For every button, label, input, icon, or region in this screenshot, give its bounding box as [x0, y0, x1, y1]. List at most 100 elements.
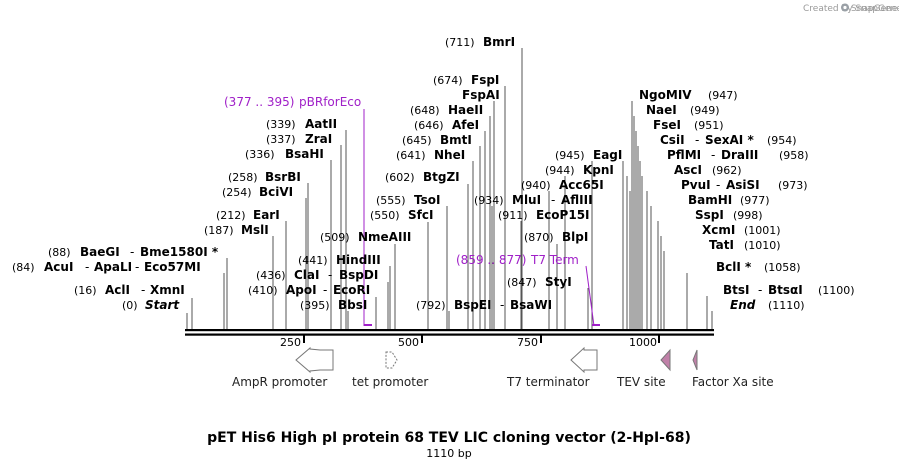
site-PflMI-DraIII[interactable]: PflMI - DraIII (958) — [667, 148, 809, 162]
site-ZraI[interactable]: (337) ZraI — [266, 132, 332, 146]
site-StyI[interactable]: (847) StyI — [507, 275, 572, 289]
site-BclI[interactable]: BclI * (1058) — [716, 260, 801, 274]
site-separator: - — [135, 260, 139, 274]
site-FseI[interactable]: FseI (951) — [653, 118, 724, 132]
site-EagI[interactable]: (945) EagI — [555, 148, 622, 162]
site-TsoI[interactable]: (555) TsoI — [376, 193, 440, 207]
site-BsaHI[interactable]: (336) BsaHI — [245, 147, 324, 161]
feature-t7-terminator[interactable]: T7 terminator — [506, 346, 598, 389]
site-HindIII[interactable]: (441) HindIII — [298, 253, 381, 267]
primer-pBRforEco[interactable]: (377 .. 395) pBRforEco — [224, 95, 372, 326]
site-AscI[interactable]: AscI (962) — [674, 163, 742, 177]
axis-tick-750: 750 — [517, 335, 542, 349]
site-CsiI-SexAI[interactable]: CsiI - SexAI * (954) — [660, 133, 797, 147]
site-name: ApoI — [286, 283, 317, 297]
site-name: ApaLI — [94, 260, 132, 274]
site-position: (88) — [48, 246, 71, 259]
site-ClaI-BspDI[interactable]: (436) ClaI - BspDI — [256, 268, 378, 282]
axis-tick-label: 250 — [280, 336, 301, 349]
site-BciVI[interactable]: (254) BciVI — [222, 185, 293, 199]
site-position: (934) — [474, 194, 504, 207]
ampr-promoter-arrow-icon — [295, 346, 334, 374]
site-FspI[interactable]: (674) FspI — [433, 73, 499, 87]
site-name: BsaHI — [285, 147, 324, 161]
site-separator: - — [695, 133, 699, 147]
site-name: SfcI — [408, 208, 433, 222]
site-separator: - — [328, 268, 332, 282]
site-TatI[interactable]: TatI (1010) — [709, 238, 781, 252]
site-NgoMIV[interactable]: NgoMIV (947) — [639, 88, 738, 102]
site-name: NheI — [434, 148, 465, 162]
site-position: (973) — [778, 179, 808, 192]
site-NheI[interactable]: (641) NheI — [396, 148, 465, 162]
site-SfcI[interactable]: (550) SfcI — [370, 208, 433, 222]
site-BspEI-BsaWI[interactable]: (792) BspEI - BsaWI — [416, 298, 552, 312]
site-XcmI[interactable]: XcmI (1001) — [702, 223, 781, 237]
site-start[interactable]: (0) Start — [122, 298, 180, 312]
site-BamHI[interactable]: BamHI (977) — [688, 193, 770, 207]
primer-T7-Term[interactable]: (859 .. 877) T7 Term — [456, 253, 600, 327]
site-ApoI-EcoRI[interactable]: (410) ApoI - EcoRI — [248, 283, 370, 297]
site-NaeI[interactable]: NaeI (949) — [646, 103, 720, 117]
site-NmeAIII[interactable]: (509) NmeAIII — [320, 230, 411, 244]
site-position: (187) — [204, 224, 234, 237]
site-AfeI[interactable]: (646) AfeI — [414, 118, 479, 132]
site-MslI[interactable]: (187) MslI — [204, 223, 269, 237]
site-name: HaeII — [448, 103, 483, 117]
site-position: (646) — [414, 119, 444, 132]
site-BmrI[interactable]: (711) BmrI — [445, 35, 515, 49]
site-BbsI[interactable]: (395) BbsI — [300, 298, 367, 312]
site-BlpI[interactable]: (870) BlpI — [524, 230, 588, 244]
site-AcuI-ApaLI-Eco57MI[interactable]: (84) AcuI - ApaLI - Eco57MI — [12, 260, 201, 274]
site-AclI-XmnI[interactable]: (16) AclI - XmnI — [74, 283, 185, 297]
site-BaeGI-Bme1580I[interactable]: (88) BaeGI - Bme1580I * — [48, 245, 219, 259]
site-HaeII[interactable]: (648) HaeII — [410, 103, 483, 117]
site-BtsI-BtsaI[interactable]: BtsI - BtsαI (1100) — [723, 283, 855, 297]
site-name: PflMI — [667, 148, 701, 162]
axis-tick-1000: 1000 — [629, 335, 660, 349]
feature-ampr-promoter[interactable]: AmpR promoter — [232, 346, 334, 389]
site-MluI-AflIII[interactable]: (934) MluI - AflIII — [474, 193, 593, 207]
site-position: (509) — [320, 231, 350, 244]
site-KpnI[interactable]: (944) KpnI — [545, 163, 614, 177]
site-name: Bme1580I * — [140, 245, 219, 259]
site-name: EcoRI — [333, 283, 370, 297]
site-position: (0) — [122, 299, 138, 312]
site-name: EarI — [253, 208, 280, 222]
site-Acc65I[interactable]: (940) Acc65I — [521, 178, 604, 192]
feature-factor-xa-site[interactable]: Factor Xa site — [692, 349, 774, 389]
site-position: (847) — [507, 276, 537, 289]
site-EarI[interactable]: (212) EarI — [216, 208, 280, 222]
site-separator: - — [551, 193, 555, 207]
axis-tick-500: 500 — [398, 335, 423, 349]
site-position: (947) — [708, 89, 738, 102]
sequence-length: 1110 bp — [426, 447, 471, 460]
site-position: (336) — [245, 148, 275, 161]
site-name: NgoMIV — [639, 88, 692, 102]
site-position: (212) — [216, 209, 246, 222]
site-EcoP15I[interactable]: (911) EcoP15I — [498, 208, 590, 222]
feature-label: AmpR promoter — [232, 375, 327, 389]
site-end[interactable]: End (1110) — [730, 298, 805, 312]
site-name: SexAI * — [705, 133, 754, 147]
site-BtgZI[interactable]: (602) BtgZI — [385, 170, 460, 184]
site-BmtI[interactable]: (645) BmtI — [402, 133, 472, 147]
site-BsrBI[interactable]: (258) BsrBI — [228, 170, 301, 184]
site-separator: - — [323, 283, 327, 297]
site-separator: - — [141, 283, 145, 297]
site-name: EcoP15I — [536, 208, 590, 222]
feature-tev-site[interactable]: TEV site — [616, 348, 671, 389]
site-position: (641) — [396, 149, 426, 162]
site-SspI[interactable]: SspI (998) — [695, 208, 763, 222]
site-position: (441) — [298, 254, 328, 267]
site-PvuI-AsiSI[interactable]: PvuI - AsiSI (973) — [681, 178, 808, 192]
site-AatII[interactable]: (339) AatII — [266, 117, 337, 131]
feature-tet-promoter[interactable]: tet promoter — [352, 351, 428, 389]
site-name: HindIII — [336, 253, 381, 267]
site-position: (258) — [228, 171, 258, 184]
site-separator: - — [711, 148, 715, 162]
site-FspAI[interactable]: FspAI — [462, 88, 500, 102]
feature-label: tet promoter — [352, 375, 428, 389]
